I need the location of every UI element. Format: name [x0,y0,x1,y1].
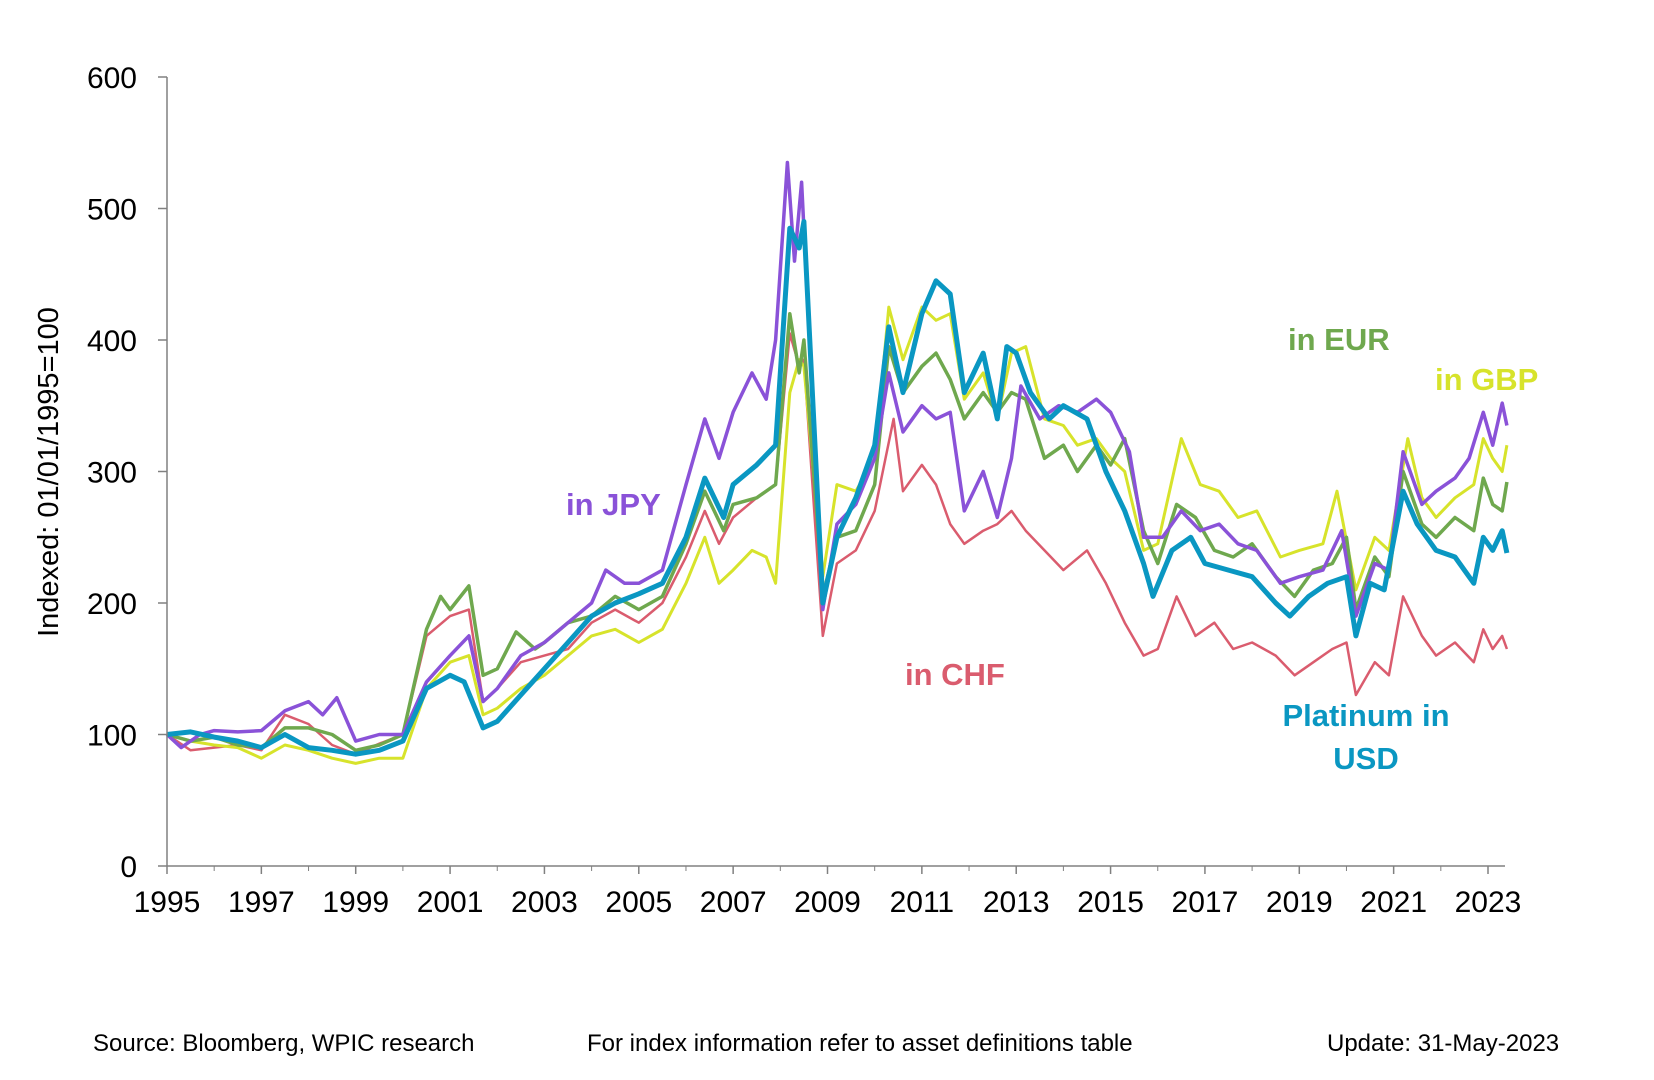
y-tick-label: 0 [120,851,137,884]
axes: 0 100 200 300 400 500 600 1995 1997 1999 2001 2003 2… [87,62,1521,919]
x-tick-label: 2005 [605,886,672,919]
y-tick-label: 200 [87,588,137,621]
footer-source: Source: Bloomberg, WPIC research [93,1030,475,1057]
label-usd-line1: Platinum in [1282,698,1449,733]
x-tick-label: 2017 [1172,886,1239,919]
x-tick-label: 2015 [1077,886,1144,919]
series-line-in-jpy [165,160,1509,750]
x-tick-label: 2007 [700,886,767,919]
x-tick-label: 2011 [890,886,955,919]
x-tick-label: 1995 [134,886,201,919]
label-gbp: in GBP [1435,362,1538,397]
x-tick-label: 2001 [417,886,484,919]
y-tick-label: 100 [87,720,137,753]
x-tick-label: 2021 [1360,886,1427,919]
y-tick-label: 300 [87,457,137,490]
x-tick-label: 2003 [511,886,578,919]
x-tick-label: 2023 [1455,886,1522,919]
series-line-in-gbp [166,305,1509,765]
label-chf: in CHF [905,657,1005,692]
label-jpy: in JPY [566,487,661,522]
label-usd-line2: USD [1333,741,1398,776]
y-axis-title: Indexed: 01/01/1995=100 [33,307,65,637]
y-tick-label: 600 [87,62,137,95]
series-line-in-chf [166,332,1509,756]
series-line-platinum-in-usd [166,219,1510,757]
footer-update: Update: 31-May-2023 [1327,1030,1560,1057]
y-tick-label: 500 [87,194,137,227]
series-layer [165,160,1510,765]
x-tick-label: 1999 [322,886,389,919]
x-tick-label: 1997 [228,886,295,919]
footer-note: For index information refer to asset def… [587,1030,1133,1057]
x-tick-label: 2013 [983,886,1050,919]
label-eur: in EUR [1288,322,1390,357]
x-tick-label: 2009 [794,886,861,919]
y-tick-label: 400 [87,325,137,358]
x-tick-label: 2019 [1266,886,1333,919]
